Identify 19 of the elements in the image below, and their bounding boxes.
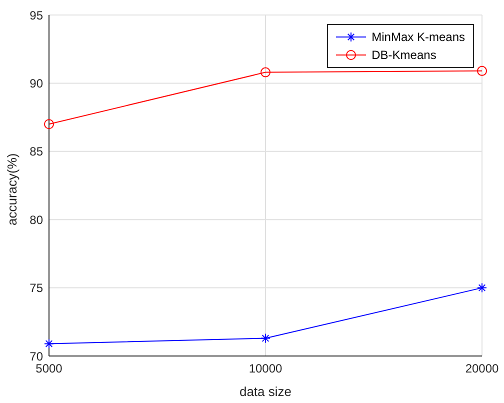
x-tick-label: 5000 [36,362,63,376]
legend-label: DB-Kmeans [372,47,436,64]
y-axis-title: accuracy(%) [4,153,20,226]
point [260,333,270,344]
y-tick-label: 70 [30,349,44,364]
x-tick-label: 10000 [248,362,283,376]
point [477,66,487,76]
y-tick-label: 80 [30,212,44,227]
point [44,338,54,349]
legend-label: MinMax K-means [372,29,465,46]
point [260,67,270,78]
y-tick-label: 85 [30,144,44,159]
point [477,282,487,293]
y-tick-label: 75 [30,281,44,296]
y-tick-label: 95 [30,8,44,22]
x-axis-title: data size [239,384,292,399]
point [44,119,54,130]
x-tick-label: 20000 [465,362,500,376]
y-tick-label: 90 [30,76,44,90]
